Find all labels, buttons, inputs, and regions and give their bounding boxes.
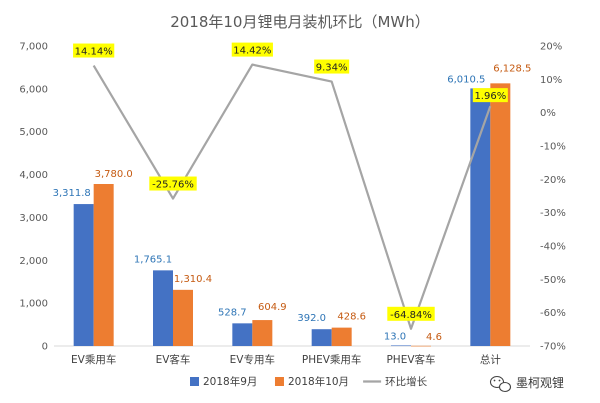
growth-label-bg: [472, 88, 508, 103]
wechat-icon: [489, 375, 512, 393]
bar: [311, 329, 332, 346]
data-label-sep: 528.7: [218, 307, 247, 318]
y-left-tick-label: 1,000: [19, 299, 48, 310]
watermark-text: 墨柯观锂: [516, 375, 564, 390]
bar: [331, 327, 352, 346]
growth-label-bg: [231, 42, 273, 57]
data-label-sep: 3,311.8: [53, 188, 91, 199]
data-label-sep: 6,010.5: [447, 74, 485, 85]
bar: [391, 345, 411, 347]
growth-label: 9.34%: [316, 63, 348, 74]
x-tick-label: PHEV乘用车: [302, 353, 362, 366]
watermark: 墨柯观锂: [489, 375, 564, 393]
y-right-tick-label: -50%: [540, 275, 566, 286]
y-right-tick-label: -20%: [540, 175, 566, 186]
x-tick-label: EV客车: [156, 353, 191, 366]
data-label-oct: 604.9: [258, 302, 287, 313]
growth-label: 1.96%: [474, 91, 506, 102]
growth-line-group: [92, 63, 492, 330]
data-label-sep: 392.0: [297, 313, 326, 324]
data-label-oct: 4.6: [426, 332, 442, 343]
axes: 0 1,000 2,000 3,000 4,000 5,000 6,000 7,000 -70%…: [19, 42, 565, 367]
growth-label-bg: [149, 176, 197, 191]
growth-label: -25.76%: [152, 180, 194, 191]
growth-label: 14.42%: [233, 46, 271, 57]
legend-label: 2018年9月: [203, 375, 257, 388]
growth-label: -64.84%: [390, 310, 432, 321]
legend-swatch: [274, 377, 284, 386]
legend: 2018年9月 2018年10月 环比增长: [190, 375, 428, 388]
legend-label: 2018年10月: [288, 375, 349, 388]
x-tick-label: PHEV客车: [386, 353, 435, 366]
bar: [232, 323, 253, 346]
y-left-tick-label: 3,000: [19, 213, 48, 224]
y-right-tick-label: -40%: [540, 242, 566, 253]
data-label-oct: 6,128.5: [493, 63, 531, 74]
growth-line: [92, 63, 492, 330]
y-right-tick-label: -70%: [540, 342, 566, 353]
bar: [252, 320, 273, 346]
legend-swatch: [190, 377, 199, 386]
y-right-tick-label: 20%: [540, 42, 562, 53]
x-tick-label: EV专用车: [230, 353, 275, 366]
data-label-sep: 13.0: [384, 331, 406, 342]
data-labels-group: 3,311.8 1,765.1 528.7 392.0 13.0 6,010.5 3,780…: [53, 42, 531, 343]
growth-label-bg: [73, 43, 115, 58]
bar: [490, 83, 511, 346]
bar: [173, 289, 193, 346]
y-left-tick-label: 7,000: [19, 42, 48, 53]
y-right-tick-label: 10%: [540, 75, 562, 86]
x-tick-label: EV乘用车: [71, 353, 116, 366]
y-left-tick-label: 4,000: [19, 170, 48, 181]
data-label-oct: 3,780.0: [95, 169, 133, 180]
y-right-tick-label: -60%: [540, 308, 566, 319]
y-left-tick-label: 5,000: [19, 127, 48, 138]
y-left-tick-label: 0: [42, 342, 48, 353]
chart-title: 2018年10月锂电月装机环比（MWh）: [170, 13, 430, 31]
bar: [153, 270, 173, 346]
bar: [93, 184, 114, 346]
growth-label-bg: [314, 59, 350, 74]
y-right-tick-label: 0%: [540, 108, 556, 119]
bars-group: [73, 83, 511, 347]
data-label-sep: 1,765.1: [134, 254, 172, 265]
bar: [73, 204, 94, 346]
x-tick-label: 总计: [480, 353, 501, 366]
y-left-tick-label: 6,000: [19, 84, 48, 95]
y-right-tick-label: -10%: [540, 142, 566, 153]
data-label-oct: 428.6: [337, 312, 366, 323]
y-right-tick-label: -30%: [540, 208, 566, 219]
y-left-tick-label: 2,000: [19, 256, 48, 267]
data-label-oct: 1,310.4: [174, 274, 212, 285]
legend-label: 环比增长: [385, 375, 427, 388]
bar: [470, 88, 491, 347]
bar: [411, 345, 431, 347]
growth-label: 14.14%: [75, 47, 113, 58]
growth-label-bg: [387, 306, 435, 321]
